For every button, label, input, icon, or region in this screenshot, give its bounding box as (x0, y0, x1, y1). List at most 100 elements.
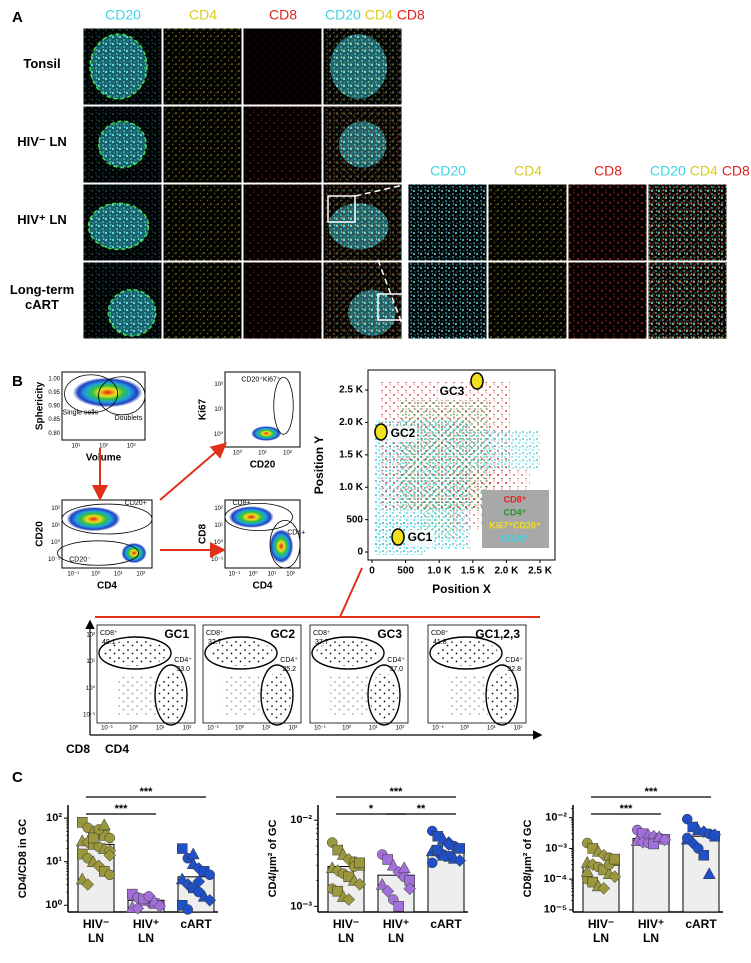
gate-value: 32.8 (507, 666, 521, 673)
axis-title: CD4 (105, 742, 129, 756)
gate (98, 376, 146, 416)
tick-label: 10¹ (156, 726, 165, 732)
data-point (353, 878, 367, 891)
tick-label: 10² (396, 726, 405, 732)
axis-title: CD20 (250, 460, 276, 471)
zoom-box (377, 293, 405, 321)
x-tick-label: HIV⁻ LN (82, 917, 110, 945)
x-tick-label: HIV⁺ LN (382, 917, 410, 945)
tick-label: 10¹ (487, 726, 496, 732)
axis-title: CD4/CD8 in GC (17, 819, 29, 899)
data-point (354, 857, 365, 869)
gate-value: 41.8 (433, 639, 447, 646)
gc-title: GC1,2,3 (475, 627, 520, 641)
x-tick-label: HIV⁻ LN (587, 917, 615, 945)
x-tick-label: cART (430, 917, 462, 931)
dot-cloud (370, 673, 398, 721)
gate (57, 540, 139, 566)
gating-arrow (159, 442, 228, 501)
data-point (153, 899, 167, 913)
tick-label: 0.80 (48, 431, 60, 437)
significance-label: *** (115, 803, 129, 815)
significance-label: *** (645, 786, 659, 798)
data-point (104, 869, 115, 881)
data-point (682, 813, 693, 825)
gc-title: GC1 (164, 627, 189, 641)
dot-cloud (157, 673, 185, 721)
density-blob (251, 426, 282, 441)
gate (61, 503, 153, 535)
gc-marker (374, 423, 388, 441)
zoom-connector (377, 259, 409, 341)
data-point (453, 854, 467, 867)
data-point (403, 882, 417, 896)
data-point (427, 857, 438, 869)
gc-label: GC3 (440, 384, 465, 398)
data-point (442, 838, 456, 852)
gc-label: GC1 (408, 530, 433, 544)
tick-label: 10⁰ (91, 571, 101, 578)
tick-label: 10² (214, 382, 223, 388)
tick-label: 10⁰ (460, 725, 470, 732)
density-blob (72, 377, 143, 408)
density-blob (121, 542, 147, 564)
tick-label: 1.0 K (339, 482, 364, 493)
tick-label: 10⁰ (342, 725, 352, 732)
gc-outline (107, 288, 157, 337)
data-point (397, 861, 411, 874)
y-tick-label: 10⁻³ (290, 900, 312, 912)
row-label: Tonsil (23, 56, 61, 71)
zoom-box (327, 195, 356, 223)
tick-label: 10³ (127, 444, 136, 450)
gc-title: GC2 (270, 627, 295, 641)
gate-label: CD8⁺ (313, 630, 331, 637)
channel-header: CD4 (514, 163, 542, 179)
data-point (177, 843, 188, 854)
tick-label: 0 (357, 547, 363, 558)
gate (260, 664, 294, 726)
gate-label: CD8⁺ (431, 630, 449, 637)
tick-label: 500 (397, 566, 414, 577)
tick-label: 10¹ (262, 726, 271, 732)
panel-label: C (12, 769, 23, 786)
gate-label: CD8+ (232, 500, 250, 507)
data-point (97, 818, 111, 831)
data-point (88, 832, 99, 844)
channel-header: CD20 (105, 7, 141, 23)
tick-label: 10⁰ (51, 539, 61, 546)
dot-cloud (316, 640, 380, 666)
data-point (131, 901, 145, 915)
germinal-center (98, 121, 147, 168)
channel-header: CD4 (690, 163, 718, 179)
axis-title: CD4 (252, 581, 272, 592)
channel-header: CD20 (650, 163, 686, 179)
axis-title: Volume (86, 453, 122, 464)
tick-label: 10⁰ (86, 685, 96, 692)
gate-label: CD4⁺ (387, 657, 405, 664)
stain (163, 262, 242, 339)
tick-label: 0.95 (48, 390, 60, 396)
zoom-connector (354, 183, 409, 197)
gate (269, 520, 301, 569)
data-point (393, 901, 404, 912)
significance-label: ** (417, 803, 426, 815)
stain (488, 262, 567, 339)
tick-label: 10⁻¹ (101, 726, 113, 732)
gc-marker (391, 528, 405, 546)
row-label: Long-term cART (9, 282, 75, 312)
data-point (609, 853, 620, 865)
gate (154, 664, 188, 726)
gate (367, 664, 401, 726)
gc-tag (389, 426, 417, 442)
tick-label: 10⁻¹ (207, 726, 219, 732)
data-point (386, 858, 400, 871)
tick-label: 10¹ (86, 659, 95, 665)
axis-title: CD8/µm² of GC (522, 820, 534, 898)
tick-label: 0.90 (48, 404, 60, 410)
gc-marker (470, 372, 484, 390)
tick-label: 10⁰ (235, 725, 245, 732)
legend-entry: Ki67⁺CD20⁺ (489, 520, 541, 530)
tick-label: 2.0 K (494, 566, 519, 577)
tick-label: 2.0 K (339, 417, 364, 428)
